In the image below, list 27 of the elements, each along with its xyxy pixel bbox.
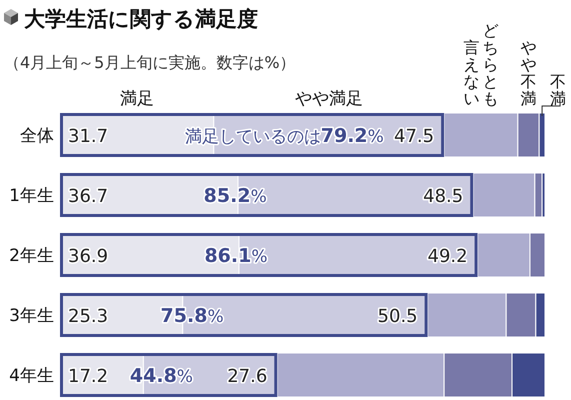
series-label: やや不満 bbox=[520, 38, 537, 108]
series-label: やや満足 bbox=[294, 89, 363, 109]
series-label: 不満 bbox=[550, 72, 566, 108]
annotation: 44.8% bbox=[130, 365, 193, 387]
data-label: 31.7 bbox=[68, 126, 108, 147]
data-label: 49.2 bbox=[428, 246, 468, 267]
chart-subtitle: （4月上旬～5月上旬に実施。数字は%） bbox=[4, 53, 296, 72]
y-tick-label: 1年生 bbox=[9, 186, 54, 206]
y-tick-label: 3年生 bbox=[9, 306, 54, 326]
y-tick-label: 2年生 bbox=[9, 246, 54, 266]
y-tick-label: 全体 bbox=[20, 126, 54, 146]
data-label: 25.3 bbox=[68, 306, 108, 327]
y-tick-label: 4年生 bbox=[9, 366, 54, 386]
data-label: 50.5 bbox=[378, 306, 418, 327]
data-label: 36.9 bbox=[68, 246, 108, 267]
data-label: 47.5 bbox=[394, 126, 434, 147]
data-label: 17.2 bbox=[68, 366, 108, 387]
data-label: 36.7 bbox=[68, 186, 108, 207]
annotation: 85.2% bbox=[204, 185, 267, 207]
text: どちらとも言えない bbox=[463, 21, 498, 108]
annotation: 75.8% bbox=[160, 305, 224, 327]
data-label: 48.5 bbox=[423, 186, 464, 207]
annotation: 86.1% bbox=[204, 245, 268, 267]
data-label: 27.6 bbox=[227, 366, 268, 387]
annotation: 満足しているのは79.2% bbox=[184, 125, 384, 147]
series-label: 満足 bbox=[120, 89, 154, 109]
chart-title: 大学生活に関する満足度 bbox=[24, 7, 258, 31]
